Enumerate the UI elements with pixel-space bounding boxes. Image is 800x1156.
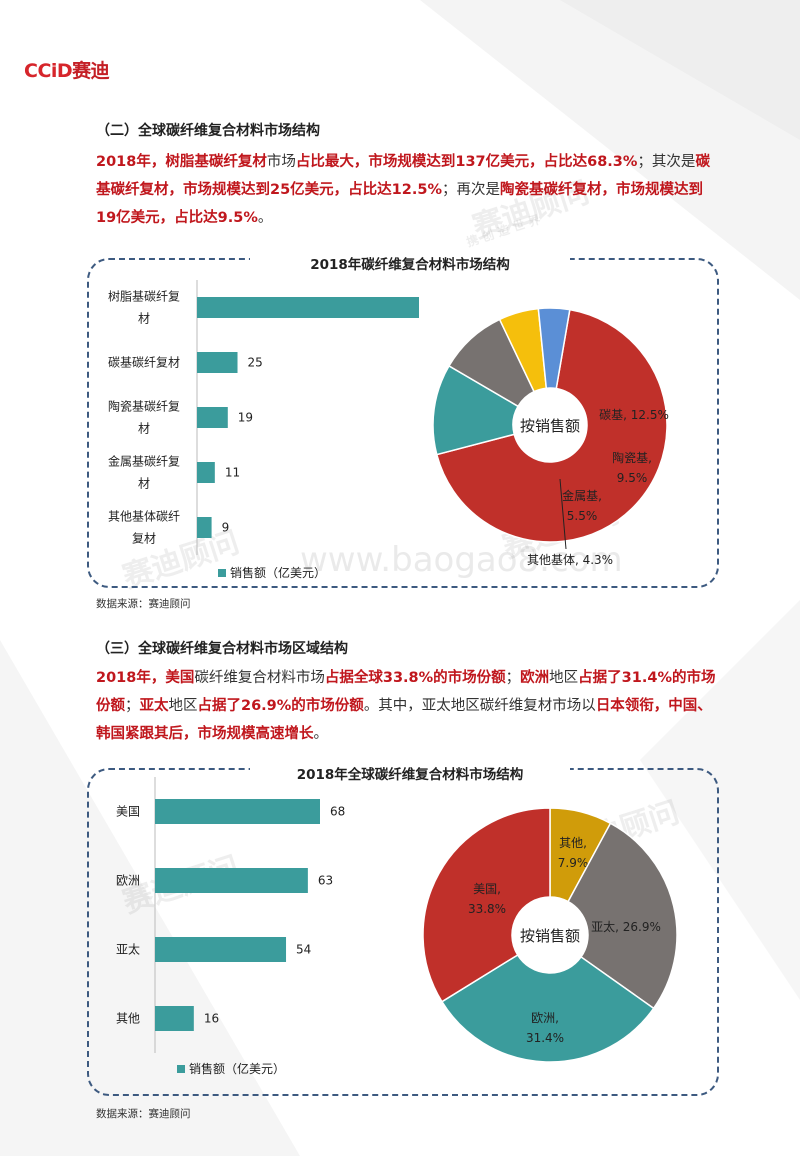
slice-label: 金属基, bbox=[562, 488, 602, 503]
pie-slice bbox=[422, 807, 551, 1003]
category-label: 美国 bbox=[116, 805, 140, 819]
section-title: （三）全球碳纤维复合材料市场区域结构 bbox=[96, 641, 348, 657]
pie-slice bbox=[567, 822, 678, 1010]
bar-value-label: 68 bbox=[330, 805, 345, 819]
highlight-text: 欧洲 bbox=[520, 670, 550, 686]
bar-value-label: 137 bbox=[429, 301, 430, 315]
pie-slice bbox=[537, 307, 571, 390]
highlight-text: 2018年，美国 bbox=[96, 670, 195, 686]
data-source: 数据来源：赛迪顾问 bbox=[96, 1108, 191, 1120]
body-text: 。 bbox=[257, 210, 273, 226]
highlight-text: 占据全球33.8%的市场份额 bbox=[324, 670, 506, 686]
bar-value-label: 9 bbox=[222, 521, 230, 535]
highlight-text: 碳基碳纤复材，市场规模达到25亿美元，占比达12.5% bbox=[96, 154, 710, 198]
legend-label: 销售额（亿美元） bbox=[189, 1061, 285, 1076]
donut-chart: 其他, 7.9% 亚太, 26.9% 欧洲, 31.4% 美国, 33.8% 按销售额 bbox=[422, 807, 678, 1063]
logo-cn: 赛迪 bbox=[72, 60, 110, 82]
body-text: 。其中，亚太地区碳纤维复材市场以 bbox=[363, 698, 596, 714]
highlight-text: 占据了26.9%的市场份额 bbox=[197, 698, 364, 714]
slice-label: 31.4% bbox=[526, 1031, 564, 1045]
section-paragraph: 2018年，美国碳纤维复合材料市场占据全球33.8%的市场份额；欧洲地区占据了3… bbox=[96, 664, 716, 748]
category-label: 碳基碳纤复材 bbox=[108, 356, 180, 370]
pie-slice bbox=[435, 308, 668, 543]
bar bbox=[197, 462, 215, 483]
slice-label: 亚太, 26.9% bbox=[591, 919, 661, 934]
legend-swatch bbox=[218, 569, 226, 577]
donut-center-label: 按销售额 bbox=[520, 927, 580, 945]
chart-title: 2018年碳纤维复合材料市场结构 bbox=[250, 253, 570, 273]
bar-value-label: 11 bbox=[225, 466, 240, 480]
slice-label: 其他, bbox=[559, 836, 587, 850]
ccid-logo: CCiD赛迪 bbox=[24, 56, 110, 83]
slice-label: 欧洲, bbox=[531, 1011, 559, 1025]
category-label: 其他基体碳纤 bbox=[108, 510, 180, 524]
category-label: 其他 bbox=[116, 1012, 140, 1026]
bar bbox=[197, 407, 228, 428]
bar bbox=[155, 937, 287, 962]
highlight-text: 日本领衔，中国、韩国紧跟其后，市场规模高速增长 bbox=[96, 698, 712, 742]
slice-label: 5.5% bbox=[567, 509, 598, 523]
bar-value-label: 54 bbox=[296, 943, 311, 957]
slice-label: 33.8% bbox=[468, 902, 506, 916]
bar-value-label: 63 bbox=[318, 874, 333, 888]
category-label: 金属基碳纤复 bbox=[108, 454, 180, 469]
body-text: 市场 bbox=[266, 154, 296, 170]
donut-center-label: 按销售额 bbox=[520, 417, 580, 435]
body-text: 。 bbox=[313, 726, 329, 742]
category-label: 复材 bbox=[132, 532, 156, 546]
slice-label: 9.5% bbox=[617, 471, 648, 485]
data-source: 数据来源：赛迪顾问 bbox=[96, 598, 191, 610]
slice-label: 陶瓷基, bbox=[612, 450, 652, 465]
body-text: ；再次是 bbox=[441, 182, 500, 198]
slice-label: 其他基体, 4.3% bbox=[527, 553, 613, 567]
slice-label: 7.9% bbox=[558, 856, 589, 870]
body-text: ；其次是 bbox=[637, 154, 696, 170]
highlight-text: 占比最大，市场规模达到137亿美元，占比达68.3% bbox=[295, 154, 638, 170]
slice-label: 美国, bbox=[473, 882, 501, 896]
category-label: 材 bbox=[138, 477, 150, 491]
logo-en: CCiD bbox=[24, 60, 73, 82]
bar-value-label: 19 bbox=[238, 411, 253, 425]
legend-swatch bbox=[177, 1065, 185, 1073]
body-text: ； bbox=[505, 670, 521, 686]
highlight-text: 陶瓷基碳纤复材，市场规模达到19亿美元，占比达9.5% bbox=[96, 182, 703, 226]
section-paragraph: 2018年，树脂基碳纤复材市场占比最大，市场规模达到137亿美元，占比达68.3… bbox=[96, 148, 716, 232]
category-label: 亚太 bbox=[116, 942, 140, 957]
category-label: 材 bbox=[138, 422, 150, 436]
body-text: 地区 bbox=[549, 670, 579, 686]
bar bbox=[155, 799, 320, 824]
bar-value-label: 25 bbox=[248, 356, 263, 370]
watermark-url: www.baogao8.com bbox=[300, 540, 623, 580]
bar bbox=[197, 352, 238, 373]
bar bbox=[197, 517, 212, 538]
body-text: 地区 bbox=[168, 698, 198, 714]
bar bbox=[155, 1006, 194, 1031]
body-text: 碳纤维复合材料市场 bbox=[194, 670, 325, 686]
category-label: 材 bbox=[138, 312, 150, 326]
highlight-text: 占据了31.4%的市场份额 bbox=[96, 670, 716, 714]
bar-value-label: 16 bbox=[204, 1012, 219, 1026]
pie-slice bbox=[440, 953, 655, 1063]
donut-chart: 树脂基,68.3%碳基, 12.5%陶瓷基,9.5%金属基,5.5%其他基体, … bbox=[432, 307, 669, 567]
slice-label: 碳基, 12.5% bbox=[599, 408, 669, 422]
category-label: 树脂基碳纤复 bbox=[108, 289, 180, 304]
section-title: （二）全球碳纤维复合材料市场结构 bbox=[96, 123, 320, 139]
pie-slice bbox=[432, 364, 520, 456]
bar bbox=[197, 297, 419, 318]
category-label: 欧洲 bbox=[116, 874, 140, 888]
leader-line bbox=[559, 478, 567, 550]
highlight-text: 亚太 bbox=[139, 698, 169, 714]
legend-label: 销售额（亿美元） bbox=[230, 565, 326, 580]
chart-title: 2018年全球碳纤维复合材料市场结构 bbox=[250, 763, 570, 783]
body-text: ； bbox=[125, 698, 140, 714]
highlight-text: 2018年，树脂基碳纤复材 bbox=[96, 154, 267, 170]
bar bbox=[155, 868, 308, 893]
category-label: 陶瓷基碳纤复 bbox=[108, 399, 180, 414]
